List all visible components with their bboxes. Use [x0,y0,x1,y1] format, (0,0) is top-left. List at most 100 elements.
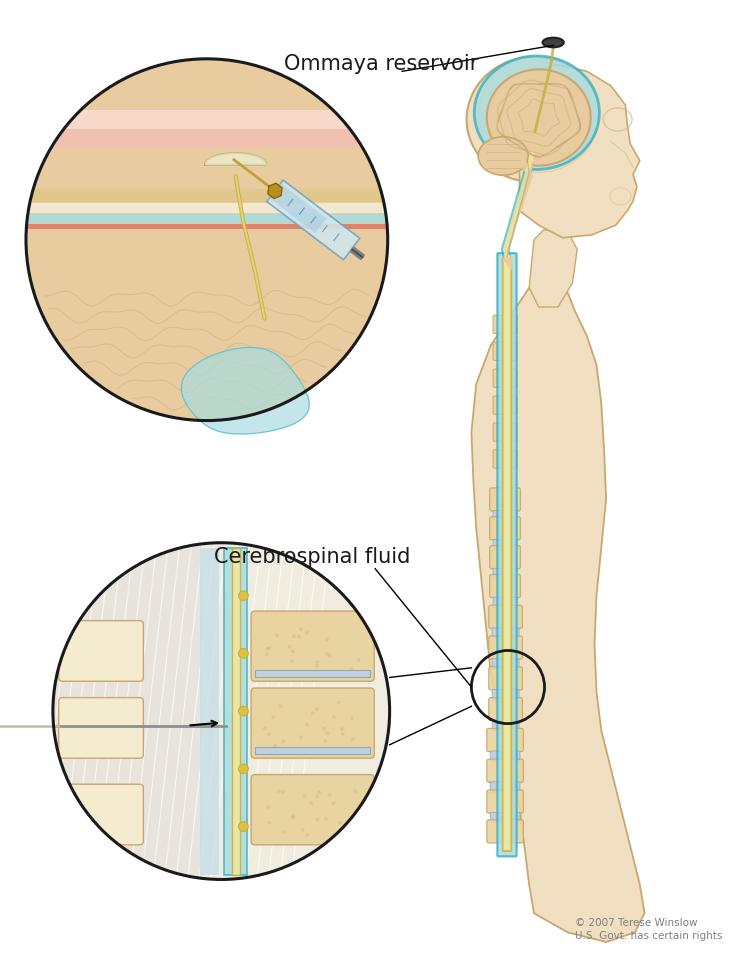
Ellipse shape [238,821,248,831]
Ellipse shape [238,764,248,774]
Circle shape [328,653,332,657]
Circle shape [291,650,295,653]
Circle shape [301,828,304,832]
Circle shape [263,726,267,730]
Circle shape [290,659,294,663]
Circle shape [350,667,353,671]
FancyBboxPatch shape [490,487,520,511]
FancyBboxPatch shape [493,450,517,468]
Circle shape [346,832,350,836]
Circle shape [337,701,340,705]
Circle shape [309,801,313,805]
Circle shape [305,722,309,726]
Circle shape [326,653,329,656]
Circle shape [291,816,296,820]
Polygon shape [269,184,327,233]
Circle shape [325,637,329,641]
Ellipse shape [238,706,248,716]
FancyBboxPatch shape [490,813,520,822]
FancyBboxPatch shape [487,759,524,783]
Text: © 2007 Terese Winslow
U.S. Govt. has certain rights: © 2007 Terese Winslow U.S. Govt. has cer… [575,918,723,941]
Ellipse shape [478,137,528,175]
Ellipse shape [238,649,248,658]
Circle shape [299,627,303,631]
Bar [255,747,370,754]
Polygon shape [268,184,282,198]
Circle shape [310,712,314,716]
Circle shape [317,790,321,794]
Bar [255,670,370,678]
Circle shape [298,735,302,739]
Bar [200,548,219,875]
FancyBboxPatch shape [58,785,143,845]
Circle shape [356,658,361,662]
Circle shape [324,817,328,820]
Circle shape [265,653,268,656]
Circle shape [315,707,319,711]
Polygon shape [205,153,266,165]
FancyBboxPatch shape [493,316,517,333]
Circle shape [268,820,272,824]
Circle shape [340,732,345,736]
Circle shape [323,739,328,743]
FancyBboxPatch shape [493,568,517,577]
FancyBboxPatch shape [493,539,517,548]
FancyBboxPatch shape [490,575,520,597]
Circle shape [278,789,281,793]
Bar [232,548,239,875]
Circle shape [279,704,283,708]
Circle shape [287,645,292,649]
FancyBboxPatch shape [487,728,524,752]
Circle shape [315,664,319,668]
Circle shape [351,737,355,741]
Ellipse shape [238,590,248,600]
FancyBboxPatch shape [487,820,524,843]
Circle shape [282,740,286,744]
FancyBboxPatch shape [493,369,517,387]
Circle shape [274,744,278,748]
Bar [224,548,248,875]
FancyBboxPatch shape [489,697,523,720]
Circle shape [328,792,332,796]
Circle shape [350,717,354,720]
Circle shape [332,715,336,719]
FancyBboxPatch shape [490,517,520,540]
Text: Ommaya reservoir: Ommaya reservoir [284,53,478,74]
FancyBboxPatch shape [492,720,519,731]
Polygon shape [267,181,360,259]
Circle shape [291,815,295,818]
FancyBboxPatch shape [251,611,374,682]
FancyBboxPatch shape [493,423,517,441]
Bar [26,214,388,223]
FancyBboxPatch shape [497,253,517,856]
Circle shape [326,731,329,735]
FancyBboxPatch shape [58,697,143,758]
FancyBboxPatch shape [58,620,143,682]
Circle shape [349,670,352,674]
Circle shape [26,59,388,420]
FancyBboxPatch shape [490,751,520,761]
Circle shape [266,805,270,809]
Circle shape [328,750,332,753]
Circle shape [267,733,271,737]
FancyBboxPatch shape [492,689,519,700]
FancyBboxPatch shape [493,511,517,519]
Polygon shape [182,348,309,434]
Circle shape [53,543,390,880]
Bar [26,203,388,213]
FancyBboxPatch shape [493,342,517,360]
FancyBboxPatch shape [492,658,519,669]
FancyBboxPatch shape [492,628,519,639]
Circle shape [316,660,320,664]
Circle shape [281,789,285,793]
Circle shape [300,672,304,676]
Circle shape [26,59,388,420]
Circle shape [53,543,390,880]
Circle shape [274,633,278,637]
Ellipse shape [466,57,602,182]
Circle shape [305,833,309,837]
Polygon shape [520,65,640,238]
Polygon shape [205,153,266,165]
FancyBboxPatch shape [251,775,374,845]
Circle shape [298,634,302,638]
